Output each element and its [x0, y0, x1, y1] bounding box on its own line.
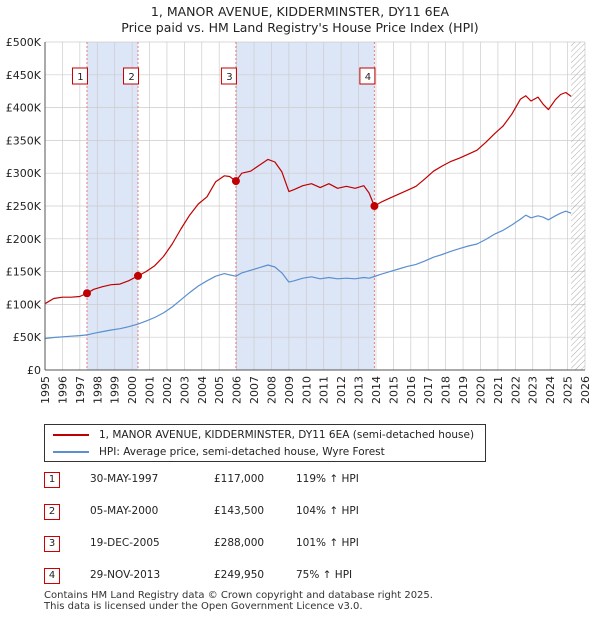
- x-tick-label: 2002: [161, 376, 174, 404]
- forecast-hatch-region: [571, 42, 585, 370]
- footer-line-1: Contains HM Land Registry data © Crown c…: [44, 590, 433, 601]
- x-tick-label: 2012: [335, 376, 348, 404]
- legend-swatch-hpi: [53, 451, 89, 453]
- sale-marker-label: 3: [226, 72, 232, 83]
- y-tick-label: £200K: [6, 233, 42, 246]
- x-tick-label: 2007: [248, 376, 261, 404]
- sale-marker-label: 1: [77, 72, 83, 83]
- x-tick-label: 1997: [74, 376, 87, 404]
- y-tick-label: £250K: [6, 200, 42, 213]
- x-tick-label: 2016: [405, 376, 418, 404]
- x-tick-label: 2014: [370, 376, 383, 404]
- x-tick-label: 2009: [283, 376, 296, 404]
- sale-date: 30-MAY-1997: [90, 473, 159, 485]
- sale-number-badge: 2: [44, 504, 60, 520]
- y-tick-label: £100K: [6, 298, 42, 311]
- x-tick-label: 2015: [387, 376, 400, 404]
- x-tick-label: 1995: [39, 376, 52, 404]
- sale-row: 2 05-MAY-2000 £143,500 104% ↑ HPI: [44, 502, 464, 522]
- x-tick-label: 2024: [544, 376, 557, 404]
- y-tick-label: £450K: [6, 69, 42, 82]
- sale-number-badge: 3: [44, 536, 60, 552]
- x-tick-label: 2018: [440, 376, 453, 404]
- x-tick-label: 2008: [265, 376, 278, 404]
- sale-date: 19-DEC-2005: [90, 537, 160, 549]
- x-tick-label: 2006: [231, 376, 244, 404]
- footer: Contains HM Land Registry data © Crown c…: [44, 590, 433, 612]
- sale-date: 05-MAY-2000: [90, 505, 159, 517]
- legend-label-hpi: HPI: Average price, semi-detached house,…: [99, 446, 385, 458]
- sale-marker-box: [71, 67, 88, 85]
- x-tick-label: 2005: [213, 376, 226, 404]
- sale-price: £249,950: [214, 569, 265, 581]
- y-tick-label: £150K: [6, 266, 42, 279]
- x-tick-label: 2021: [492, 376, 505, 404]
- footer-line-2: This data is licensed under the Open Gov…: [44, 601, 363, 612]
- x-tick-label: 2022: [509, 376, 522, 404]
- x-tick-label: 1998: [91, 376, 104, 404]
- title-line-2: Price paid vs. HM Land Registry's House …: [121, 20, 479, 35]
- y-tick-label: £50K: [13, 331, 42, 344]
- x-tick-label: 2019: [457, 376, 470, 404]
- sale-row: 4 29-NOV-2013 £249,950 75% ↑ HPI: [44, 566, 464, 586]
- sale-row: 3 19-DEC-2005 £288,000 101% ↑ HPI: [44, 534, 464, 554]
- sale-row: 1 30-MAY-1997 £117,000 119% ↑ HPI: [44, 470, 464, 490]
- sale-hpi-change: 119% ↑ HPI: [296, 473, 359, 485]
- x-tick-label: 2017: [422, 376, 435, 404]
- hpi-line: [44, 210, 572, 340]
- x-tick-label: 1999: [109, 376, 122, 404]
- x-tick-label: 2001: [144, 376, 157, 404]
- sale-hpi-change: 104% ↑ HPI: [296, 505, 359, 517]
- sale-point: [82, 289, 91, 298]
- sale-point: [134, 271, 143, 280]
- x-tick-label: 2004: [196, 376, 209, 404]
- y-tick-label: £300K: [6, 167, 42, 180]
- x-tick-label: 2013: [353, 376, 366, 404]
- y-tick-label: £400K: [6, 102, 42, 115]
- sale-hpi-change: 75% ↑ HPI: [296, 569, 353, 581]
- y-tick-label: £350K: [6, 134, 42, 147]
- sale-date: 29-NOV-2013: [90, 569, 161, 581]
- x-tick-label: 2023: [527, 376, 540, 404]
- x-tick-label: 2003: [178, 376, 191, 404]
- chart-title: 1, MANOR AVENUE, KIDDERMINSTER, DY11 6EA…: [0, 4, 600, 36]
- sale-marker-box: [123, 67, 140, 85]
- x-tick-label: 2010: [300, 376, 313, 404]
- sale-price: £288,000: [214, 537, 265, 549]
- x-tick-label: 2025: [562, 376, 575, 404]
- sale-number-badge: 1: [44, 472, 60, 488]
- sale-marker-box: [359, 67, 376, 85]
- y-tick-label: £500K: [6, 36, 42, 49]
- x-tick-label: 2000: [126, 376, 139, 404]
- sale-point: [370, 202, 379, 211]
- x-tick-label: 2011: [318, 376, 331, 404]
- x-tick-label: 1996: [56, 376, 69, 404]
- sale-number-badge: 4: [44, 568, 60, 584]
- price-chart: 1 2 3 4 £0 £50K £100K £150K £200K £250K £300K £350…: [6, 36, 592, 404]
- sale-price: £143,500: [214, 505, 265, 517]
- sale-marker-label: 4: [365, 72, 371, 83]
- y-tick-label: £0: [27, 364, 41, 377]
- x-tick-label: 2026: [579, 376, 592, 404]
- title-line-1: 1, MANOR AVENUE, KIDDERMINSTER, DY11 6EA: [150, 4, 450, 19]
- legend-swatch-property: [53, 434, 89, 436]
- sale-marker-label: 2: [128, 72, 134, 83]
- sale-point: [231, 177, 240, 186]
- chart-legend: 1, MANOR AVENUE, KIDDERMINSTER, DY11 6EA…: [44, 424, 486, 462]
- x-tick-label: 2020: [474, 376, 487, 404]
- legend-label-property: 1, MANOR AVENUE, KIDDERMINSTER, DY11 6EA…: [99, 429, 475, 441]
- sale-price: £117,000: [214, 473, 265, 485]
- sale-marker-box: [220, 67, 237, 85]
- sale-hpi-change: 101% ↑ HPI: [296, 537, 359, 549]
